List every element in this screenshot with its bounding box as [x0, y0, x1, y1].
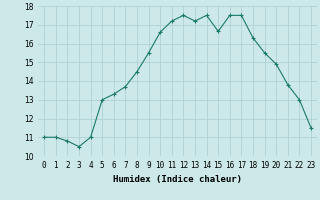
X-axis label: Humidex (Indice chaleur): Humidex (Indice chaleur)	[113, 175, 242, 184]
